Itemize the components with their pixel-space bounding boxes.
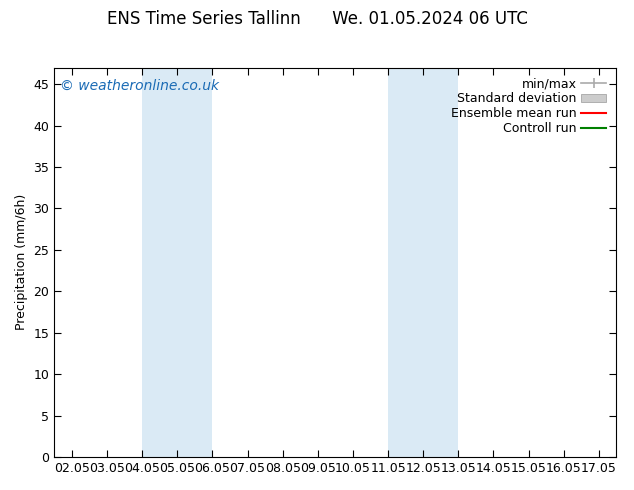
Bar xyxy=(423,68,458,457)
Bar xyxy=(178,68,212,457)
Text: © weatheronline.co.uk: © weatheronline.co.uk xyxy=(60,79,219,93)
Bar xyxy=(142,68,178,457)
Legend: min/max, Standard deviation, Ensemble mean run, Controll run: min/max, Standard deviation, Ensemble me… xyxy=(447,74,610,139)
Text: ENS Time Series Tallinn      We. 01.05.2024 06 UTC: ENS Time Series Tallinn We. 01.05.2024 0… xyxy=(107,10,527,28)
Y-axis label: Precipitation (mm/6h): Precipitation (mm/6h) xyxy=(15,194,28,330)
Bar xyxy=(388,68,423,457)
